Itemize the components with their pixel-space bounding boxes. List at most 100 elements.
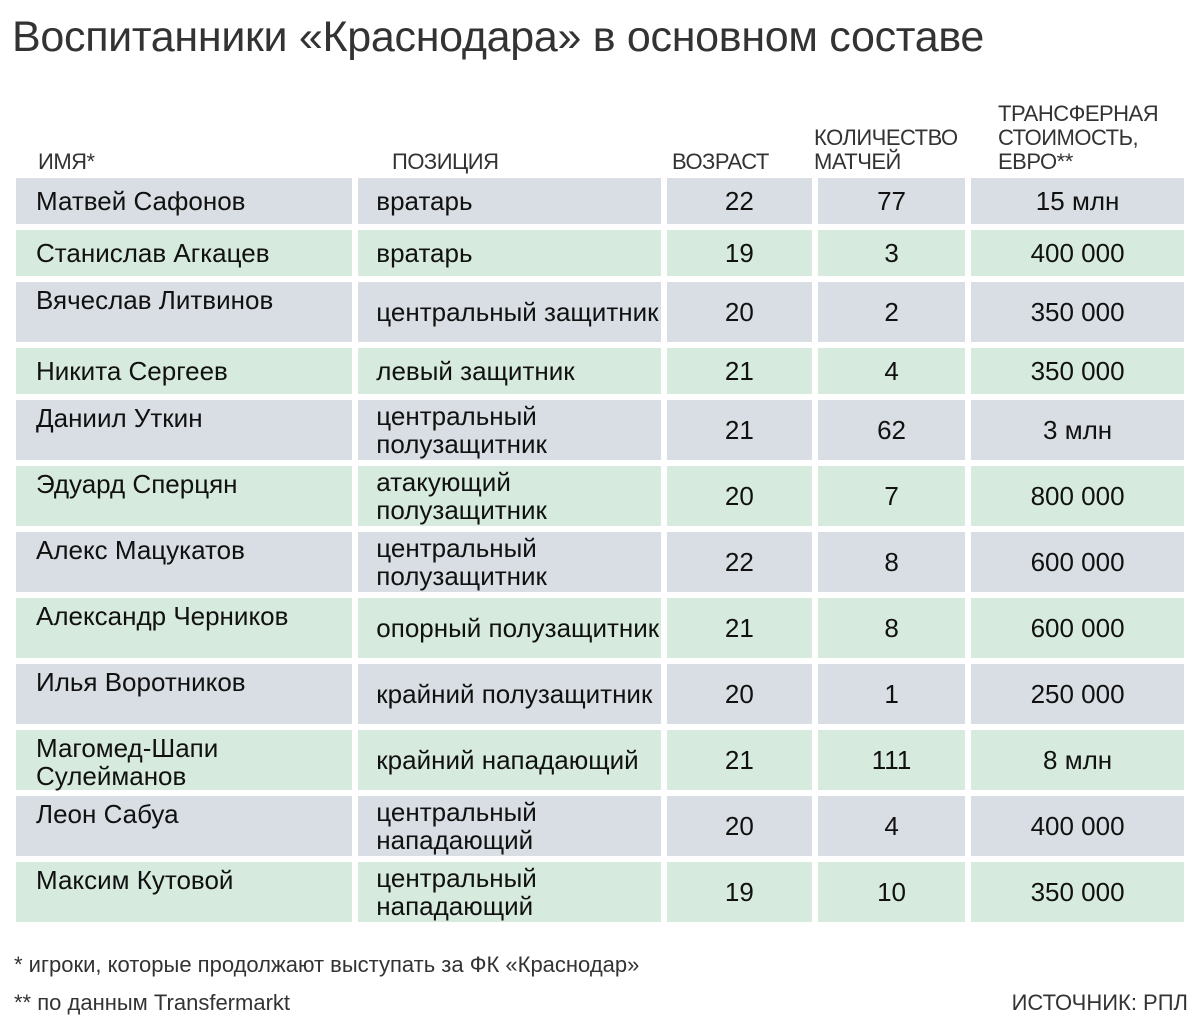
table-header: ИМЯ* ПОЗИЦИЯ ВОЗРАСТ КОЛИЧЕСТВО МАТЧЕЙ Т… <box>16 90 1184 178</box>
cell-matches-text: 2 <box>884 296 899 327</box>
table-row: Леон Сабуа центральный нападающий 20 4 400 0… <box>16 796 1184 856</box>
cell-age-text: 21 <box>724 612 754 643</box>
cell-matches-text: 1 <box>884 678 899 709</box>
cell-age: 20 <box>666 466 812 526</box>
cell-position-text: центральный защитник <box>376 297 659 327</box>
cell-transfer-value-text: 3 млн <box>1043 414 1113 445</box>
cell-position: опорный полузащитник <box>358 598 661 658</box>
cell-age-text: 20 <box>724 480 754 511</box>
cell-transfer-value: 8 млн <box>971 730 1184 790</box>
cell-name-text: Эдуард Сперцян <box>36 469 238 499</box>
cell-transfer-value: 600 000 <box>971 532 1184 592</box>
cell-position: центральный защитник <box>358 282 661 342</box>
table-row: Никита Сергеев левый защитник 21 4 350 000 <box>16 348 1184 394</box>
cell-name-text: Даниил Уткин <box>36 403 203 433</box>
column-header-name: ИМЯ* <box>38 149 95 174</box>
source-label: ИСТОЧНИК: РПЛ <box>1011 990 1188 1015</box>
cell-name-text: Вячеслав Литвинов <box>36 285 274 315</box>
table-row: Даниил Уткин центральный полузащитник 21 62… <box>16 400 1184 460</box>
cell-matches-text: 111 <box>871 744 912 775</box>
cell-matches: 8 <box>817 532 966 592</box>
cell-name-text: Максим Кутовой <box>36 865 234 895</box>
cell-name-text: Никита Сергеев <box>36 356 228 386</box>
cell-matches-text: 77 <box>877 185 907 216</box>
cell-transfer-value-text: 8 млн <box>1043 744 1113 775</box>
cell-matches: 3 <box>817 230 966 276</box>
cell-matches-text: 8 <box>884 546 899 577</box>
cell-name-text: Магомед-Шапи Сулейманов <box>36 733 219 791</box>
cell-matches: 111 <box>817 730 966 790</box>
cell-age-text: 19 <box>724 237 754 268</box>
cell-age-text: 20 <box>724 810 754 841</box>
cell-age-text: 20 <box>724 296 754 327</box>
cell-position-text: опорный полузащитник <box>376 613 660 643</box>
cell-age: 19 <box>666 230 812 276</box>
cell-name: Леон Сабуа <box>16 796 353 856</box>
cell-name: Илья Воротников <box>16 664 353 724</box>
cell-matches-text: 4 <box>884 355 899 386</box>
cell-matches: 1 <box>817 664 966 724</box>
cell-position-text: крайний полузащитник <box>376 679 653 709</box>
cell-age-text: 19 <box>724 876 754 907</box>
cell-transfer-value: 400 000 <box>971 796 1184 856</box>
cell-name: Матвей Сафонов <box>16 178 353 224</box>
cell-position: центральный нападающий <box>358 796 661 856</box>
cell-name: Александр Черников <box>16 598 353 658</box>
cell-age: 22 <box>666 532 812 592</box>
table-row: Магомед-Шапи Сулейманов крайний нападающи… <box>16 730 1184 790</box>
cell-transfer-value: 350 000 <box>971 282 1184 342</box>
cell-position: крайний нападающий <box>358 730 661 790</box>
cell-matches-text: 62 <box>877 414 907 445</box>
column-header-matches: КОЛИЧЕСТВО МАТЧЕЙ <box>814 125 958 174</box>
cell-matches: 4 <box>817 796 966 856</box>
cell-transfer-value: 800 000 <box>971 466 1184 526</box>
cell-position-text: крайний нападающий <box>376 745 639 775</box>
cell-matches-text: 8 <box>884 612 899 643</box>
cell-transfer-value-text: 400 000 <box>1030 237 1125 268</box>
cell-position-text: вратарь <box>376 238 473 268</box>
cell-matches-text: 7 <box>884 480 899 511</box>
cell-transfer-value-text: 800 000 <box>1030 480 1125 511</box>
cell-age-text: 22 <box>724 185 754 216</box>
cell-name-text: Алекс Мацукатов <box>36 535 245 565</box>
cell-age-text: 22 <box>724 546 754 577</box>
cell-age: 19 <box>666 862 812 922</box>
cell-transfer-value: 400 000 <box>971 230 1184 276</box>
cell-transfer-value-text: 600 000 <box>1030 546 1125 577</box>
table-row: Алекс Мацукатов центральный полузащитник 2… <box>16 532 1184 592</box>
cell-transfer-value: 15 млн <box>971 178 1184 224</box>
cell-age: 20 <box>666 796 812 856</box>
cell-name-text: Александр Черников <box>36 601 289 631</box>
table-row: Максим Кутовой центральный нападающий 19 10… <box>16 862 1184 922</box>
cell-matches: 7 <box>817 466 966 526</box>
cell-transfer-value-text: 250 000 <box>1030 678 1125 709</box>
cell-position-text: атакующий полузащитник <box>376 467 547 525</box>
cell-position-text: центральный полузащитник <box>376 533 547 591</box>
cell-age: 21 <box>666 400 812 460</box>
cell-name: Алекс Мацукатов <box>16 532 353 592</box>
cell-age: 21 <box>666 730 812 790</box>
cell-transfer-value: 350 000 <box>971 862 1184 922</box>
cell-transfer-value-text: 350 000 <box>1030 355 1125 386</box>
cell-position: вратарь <box>358 178 661 224</box>
cell-transfer-value: 3 млн <box>971 400 1184 460</box>
cell-position-text: центральный полузащитник <box>376 401 547 459</box>
cell-position-text: вратарь <box>376 186 473 216</box>
cell-position: левый защитник <box>358 348 661 394</box>
footnote-players: * игроки, которые продолжают выступать з… <box>14 952 640 977</box>
cell-matches: 62 <box>817 400 966 460</box>
cell-transfer-value: 600 000 <box>971 598 1184 658</box>
table-row: Эдуард Сперцян атакующий полузащитник 20 7 8… <box>16 466 1184 526</box>
cell-name-text: Леон Сабуа <box>36 799 179 829</box>
table-row: Станислав Агкацев вратарь 19 3 400 000 <box>16 230 1184 276</box>
cell-matches-text: 4 <box>884 810 899 841</box>
cell-position-text: центральный нападающий <box>376 797 537 855</box>
cell-age-text: 20 <box>724 678 754 709</box>
cell-age: 21 <box>666 348 812 394</box>
cell-name-text: Матвей Сафонов <box>36 186 246 216</box>
cell-transfer-value-text: 350 000 <box>1030 296 1125 327</box>
cell-position: вратарь <box>358 230 661 276</box>
cell-position: центральный полузащитник <box>358 532 661 592</box>
table-row: Матвей Сафонов вратарь 22 77 15 млн <box>16 178 1184 224</box>
cell-position: центральный нападающий <box>358 862 661 922</box>
